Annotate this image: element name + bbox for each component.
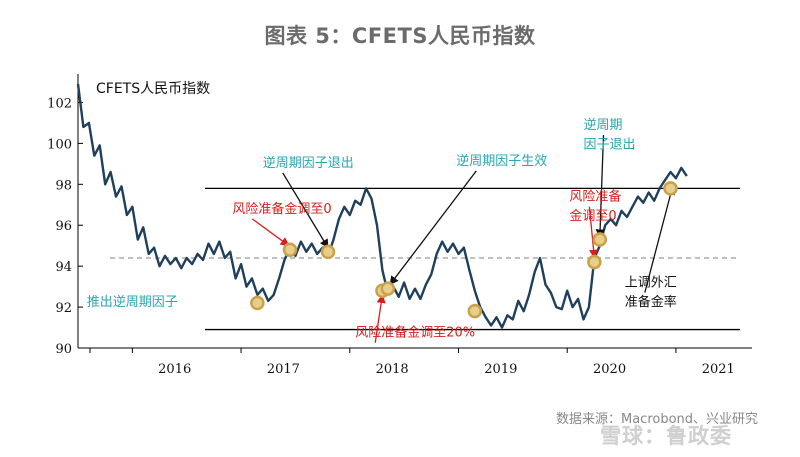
annotation-label: 因子退出	[584, 138, 636, 153]
y-tick-label: 102	[47, 96, 72, 111]
y-tick-label: 90	[55, 342, 72, 357]
annotation-label: 推出逆周期因子	[87, 294, 178, 310]
event-marker	[592, 232, 608, 247]
event-marker	[250, 295, 265, 311]
y-tick-label: 96	[55, 219, 72, 234]
series-line	[76, 83, 688, 329]
annotation-arrow	[588, 206, 599, 259]
event-marker	[282, 242, 298, 258]
annotation-label: 风险准备金调至0	[232, 201, 331, 217]
annotation-label: 风险准备	[569, 189, 621, 205]
annotation-label: 准备金率	[625, 294, 677, 310]
figure-title: 图表 5：CFETS人民币指数	[264, 24, 536, 48]
annotation-arrow	[282, 172, 329, 249]
x-tick-label: 2019	[484, 362, 517, 377]
event-marker	[467, 303, 483, 319]
event-marker	[380, 281, 396, 296]
x-tick-label: 2016	[158, 362, 191, 377]
x-tick-label: 2021	[702, 362, 735, 377]
y-tick-label: 92	[55, 301, 72, 316]
event-marker	[663, 181, 678, 196]
source-note: 数据来源：Macrobond、兴业研究	[556, 412, 759, 427]
event-marker	[587, 254, 602, 270]
x-tick-label: 2018	[376, 362, 409, 377]
annotation-label: 风险准备金调至20%	[355, 325, 475, 341]
y-tick-label: 98	[55, 178, 72, 193]
y-tick-label: 94	[55, 260, 72, 275]
annotation-arrow	[251, 218, 290, 247]
annotation-label: 上调外汇	[625, 276, 677, 291]
annotation-arrow	[644, 185, 675, 293]
annotation-arrow	[374, 293, 386, 343]
annotation-label: 金调至0	[569, 208, 616, 224]
x-tick-label: 2017	[267, 362, 300, 377]
annotation-arrow	[389, 170, 477, 286]
watermark: 雪球：鲁政委	[600, 424, 732, 448]
annotation-label: 逆周期	[584, 117, 623, 133]
annotation-label: 逆周期因子生效	[456, 153, 547, 169]
event-marker	[320, 244, 336, 260]
annotation-arrow	[595, 135, 605, 239]
x-tick-label: 2020	[593, 362, 626, 377]
chart-title: CFETS人民币指数	[96, 81, 210, 97]
y-tick-label: 100	[47, 137, 72, 152]
annotation-label: 逆周期因子退出	[263, 155, 354, 171]
